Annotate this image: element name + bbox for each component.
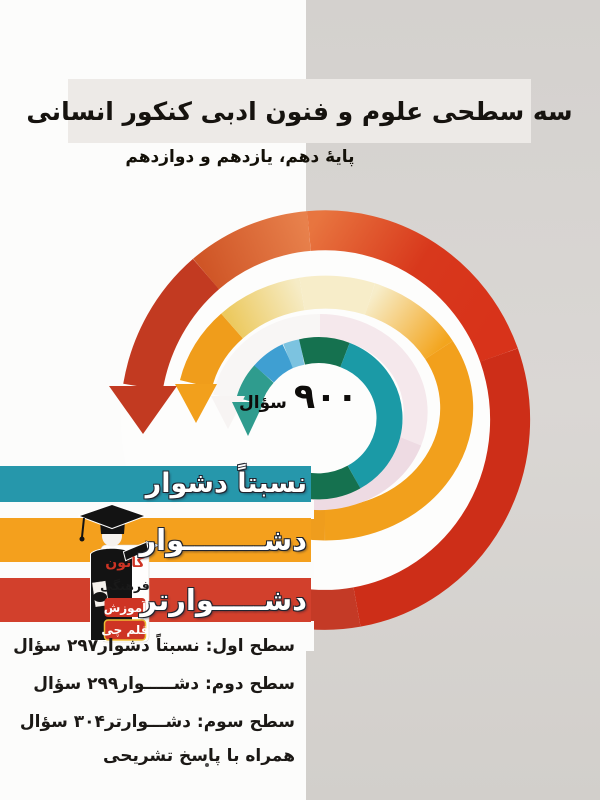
level1-count: ۲۹۷ سؤال [13, 636, 99, 656]
bar-label-level1: نسبتاً دشوار [145, 468, 307, 499]
red-arrowhead [109, 386, 177, 434]
print-dot [205, 763, 209, 767]
teal-arrowhead [232, 402, 264, 436]
logo-farhangi-text: فرهنگی [100, 578, 150, 593]
bar-label-level2: دشــــــــوار [139, 523, 307, 557]
question-count-badge: ۹۰۰ سؤال [239, 377, 358, 417]
ghalamchi-logo: کانون فرهنگی آموزش قلم چی [77, 503, 160, 643]
bar-label-level3: دشـــــوارتر [140, 583, 307, 617]
answers-footnote: همراه با پاسخ تشریحی [103, 746, 295, 766]
level2-count: ۲۹۹ سؤال [33, 674, 119, 694]
level-row-3: سطح سوم: دشـــوارتر ۳۰۴ سؤال [20, 708, 295, 736]
level-row-1: سطح اول: نسبتاً دشوار ۲۹۷ سؤال [13, 632, 295, 660]
logo-amoozesh-text: آموزش [104, 600, 147, 616]
book-title: سه سطحی علوم و فنون ادبی کنکور انسانی [26, 96, 573, 126]
bar-level3-red [0, 578, 311, 622]
graduate-figure-icon [77, 503, 160, 641]
book-subtitle: پایۀ دهم، یازدهم و دوازدهم [125, 147, 355, 167]
level3-text: سطح سوم: دشـــوارتر [104, 712, 295, 732]
spiral-band-teal [236, 337, 403, 500]
level-row-2: سطح دوم: دشـــــوار ۲۹۹ سؤال [33, 670, 295, 698]
logo-ghalamchi-text: قلم چی [101, 623, 148, 637]
question-unit: سؤال [238, 393, 287, 413]
bar-gaps [0, 430, 314, 651]
level3-count: ۳۰۴ سؤال [19, 712, 105, 732]
logo-ghalamchi-box [103, 619, 147, 641]
level2-text: سطح دوم: دشـــــوار [118, 674, 295, 694]
title-box: سه سطحی علوم و فنون ادبی کنکور انسانی [26, 79, 573, 143]
question-count: ۹۰۰ [293, 377, 358, 417]
logo-amoozesh-box [104, 598, 146, 617]
bar-level2-orange [0, 518, 311, 562]
bar-level1-teal [0, 466, 311, 502]
logo-kanoon-text: کانون [105, 555, 145, 571]
level1-text: سطح اول: نسبتاً دشوار [98, 636, 295, 656]
spiral-arrowheads [109, 384, 264, 436]
orange-arrowhead [175, 384, 217, 423]
